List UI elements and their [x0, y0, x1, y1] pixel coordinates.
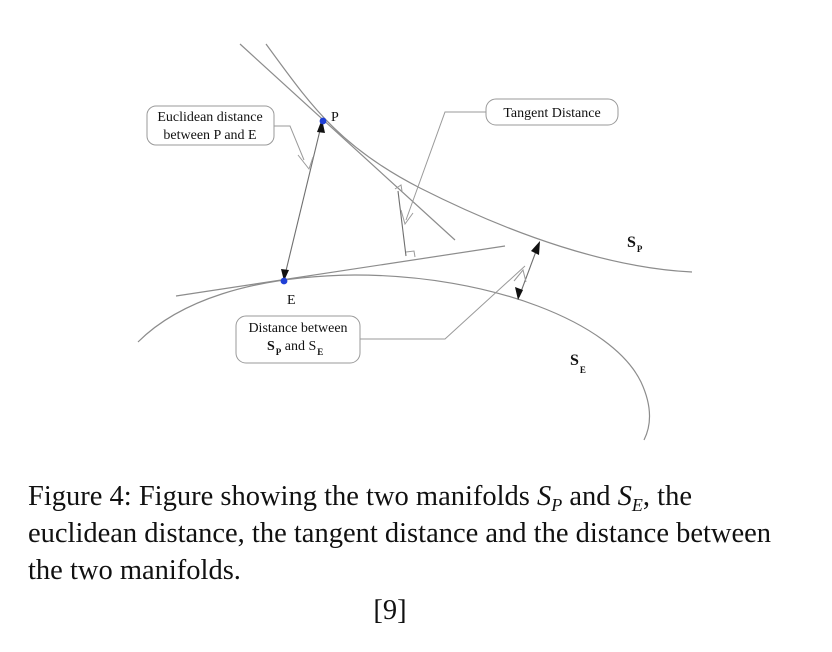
right-angle-marker-bottom: [405, 250, 416, 258]
manifold-sp-curve: [265, 43, 693, 273]
manifold-distance-diagram: P E SP SE Euclidean distance between P a…: [137, 43, 693, 441]
citation: [9]: [373, 595, 407, 626]
tangent-callout-line1: Tangent Distance: [503, 106, 600, 121]
caption-sp-main: S: [537, 481, 552, 512]
euclidean-arrow-p: [317, 119, 325, 133]
euclidean-arrow-e: [281, 269, 289, 281]
manifold-sp-label: SP: [627, 234, 643, 254]
caption-se-sub: E: [631, 495, 643, 515]
between-callout-and: and S: [281, 339, 316, 354]
point-e-label: E: [287, 293, 296, 308]
euclidean-callout-leader: [273, 125, 305, 161]
figure-caption: Figure 4: Figure showing the two manifol…: [28, 478, 788, 589]
tangent-line-e: [175, 245, 506, 297]
tangent-callout-box: [485, 98, 619, 126]
euclidean-distance-line: [283, 121, 323, 280]
caption-label: Figure 4:: [28, 481, 132, 512]
manifold-se-label-main: S: [570, 352, 579, 369]
between-callout-box: [235, 315, 361, 364]
tangent-line-p: [239, 43, 456, 241]
manifold-se-curve: [137, 274, 651, 441]
caption-and: and: [569, 481, 611, 512]
between-callout-sub1: P: [276, 347, 282, 357]
caption-text-1: Figure showing the two manifolds: [138, 481, 530, 512]
manifold-distance-arrow-top: [531, 241, 540, 255]
manifold-sp-label-main: S: [627, 234, 636, 251]
manifold-distance-arrow-bottom: [515, 287, 523, 300]
manifold-callout-leader: [359, 265, 526, 340]
point-p: [319, 117, 327, 125]
manifold-se-label: SE: [570, 352, 586, 375]
point-e: [280, 277, 288, 285]
manifold-sp-label-sub: P: [637, 244, 643, 254]
caption-text-2: , the euclidean distance, the tangent di…: [28, 481, 772, 586]
between-callout-line1: Distance between: [248, 321, 347, 336]
euclidean-callout-line1: Euclidean distance: [157, 110, 262, 125]
euclidean-callout-box: [146, 105, 275, 146]
between-callout-sub2: E: [317, 347, 323, 357]
point-p-label: P: [331, 110, 339, 125]
caption-se-main: S: [617, 481, 632, 512]
tangent-callout-tick: [400, 209, 414, 226]
manifold-distance-line: [518, 245, 539, 298]
euclidean-callout-line2: between P and E: [163, 128, 256, 143]
between-callout-s1: S: [267, 339, 275, 354]
manifold-distance-tick: [513, 268, 527, 283]
tangent-distance-line: [397, 190, 407, 257]
right-angle-marker-top: [394, 184, 403, 192]
tangent-callout-leader: [405, 111, 486, 221]
between-callout-line2: SP and SE: [267, 339, 323, 357]
manifold-se-label-sub: E: [580, 365, 586, 375]
caption-sp-sub: P: [551, 495, 563, 515]
euclidean-callout-tick: [297, 154, 314, 171]
